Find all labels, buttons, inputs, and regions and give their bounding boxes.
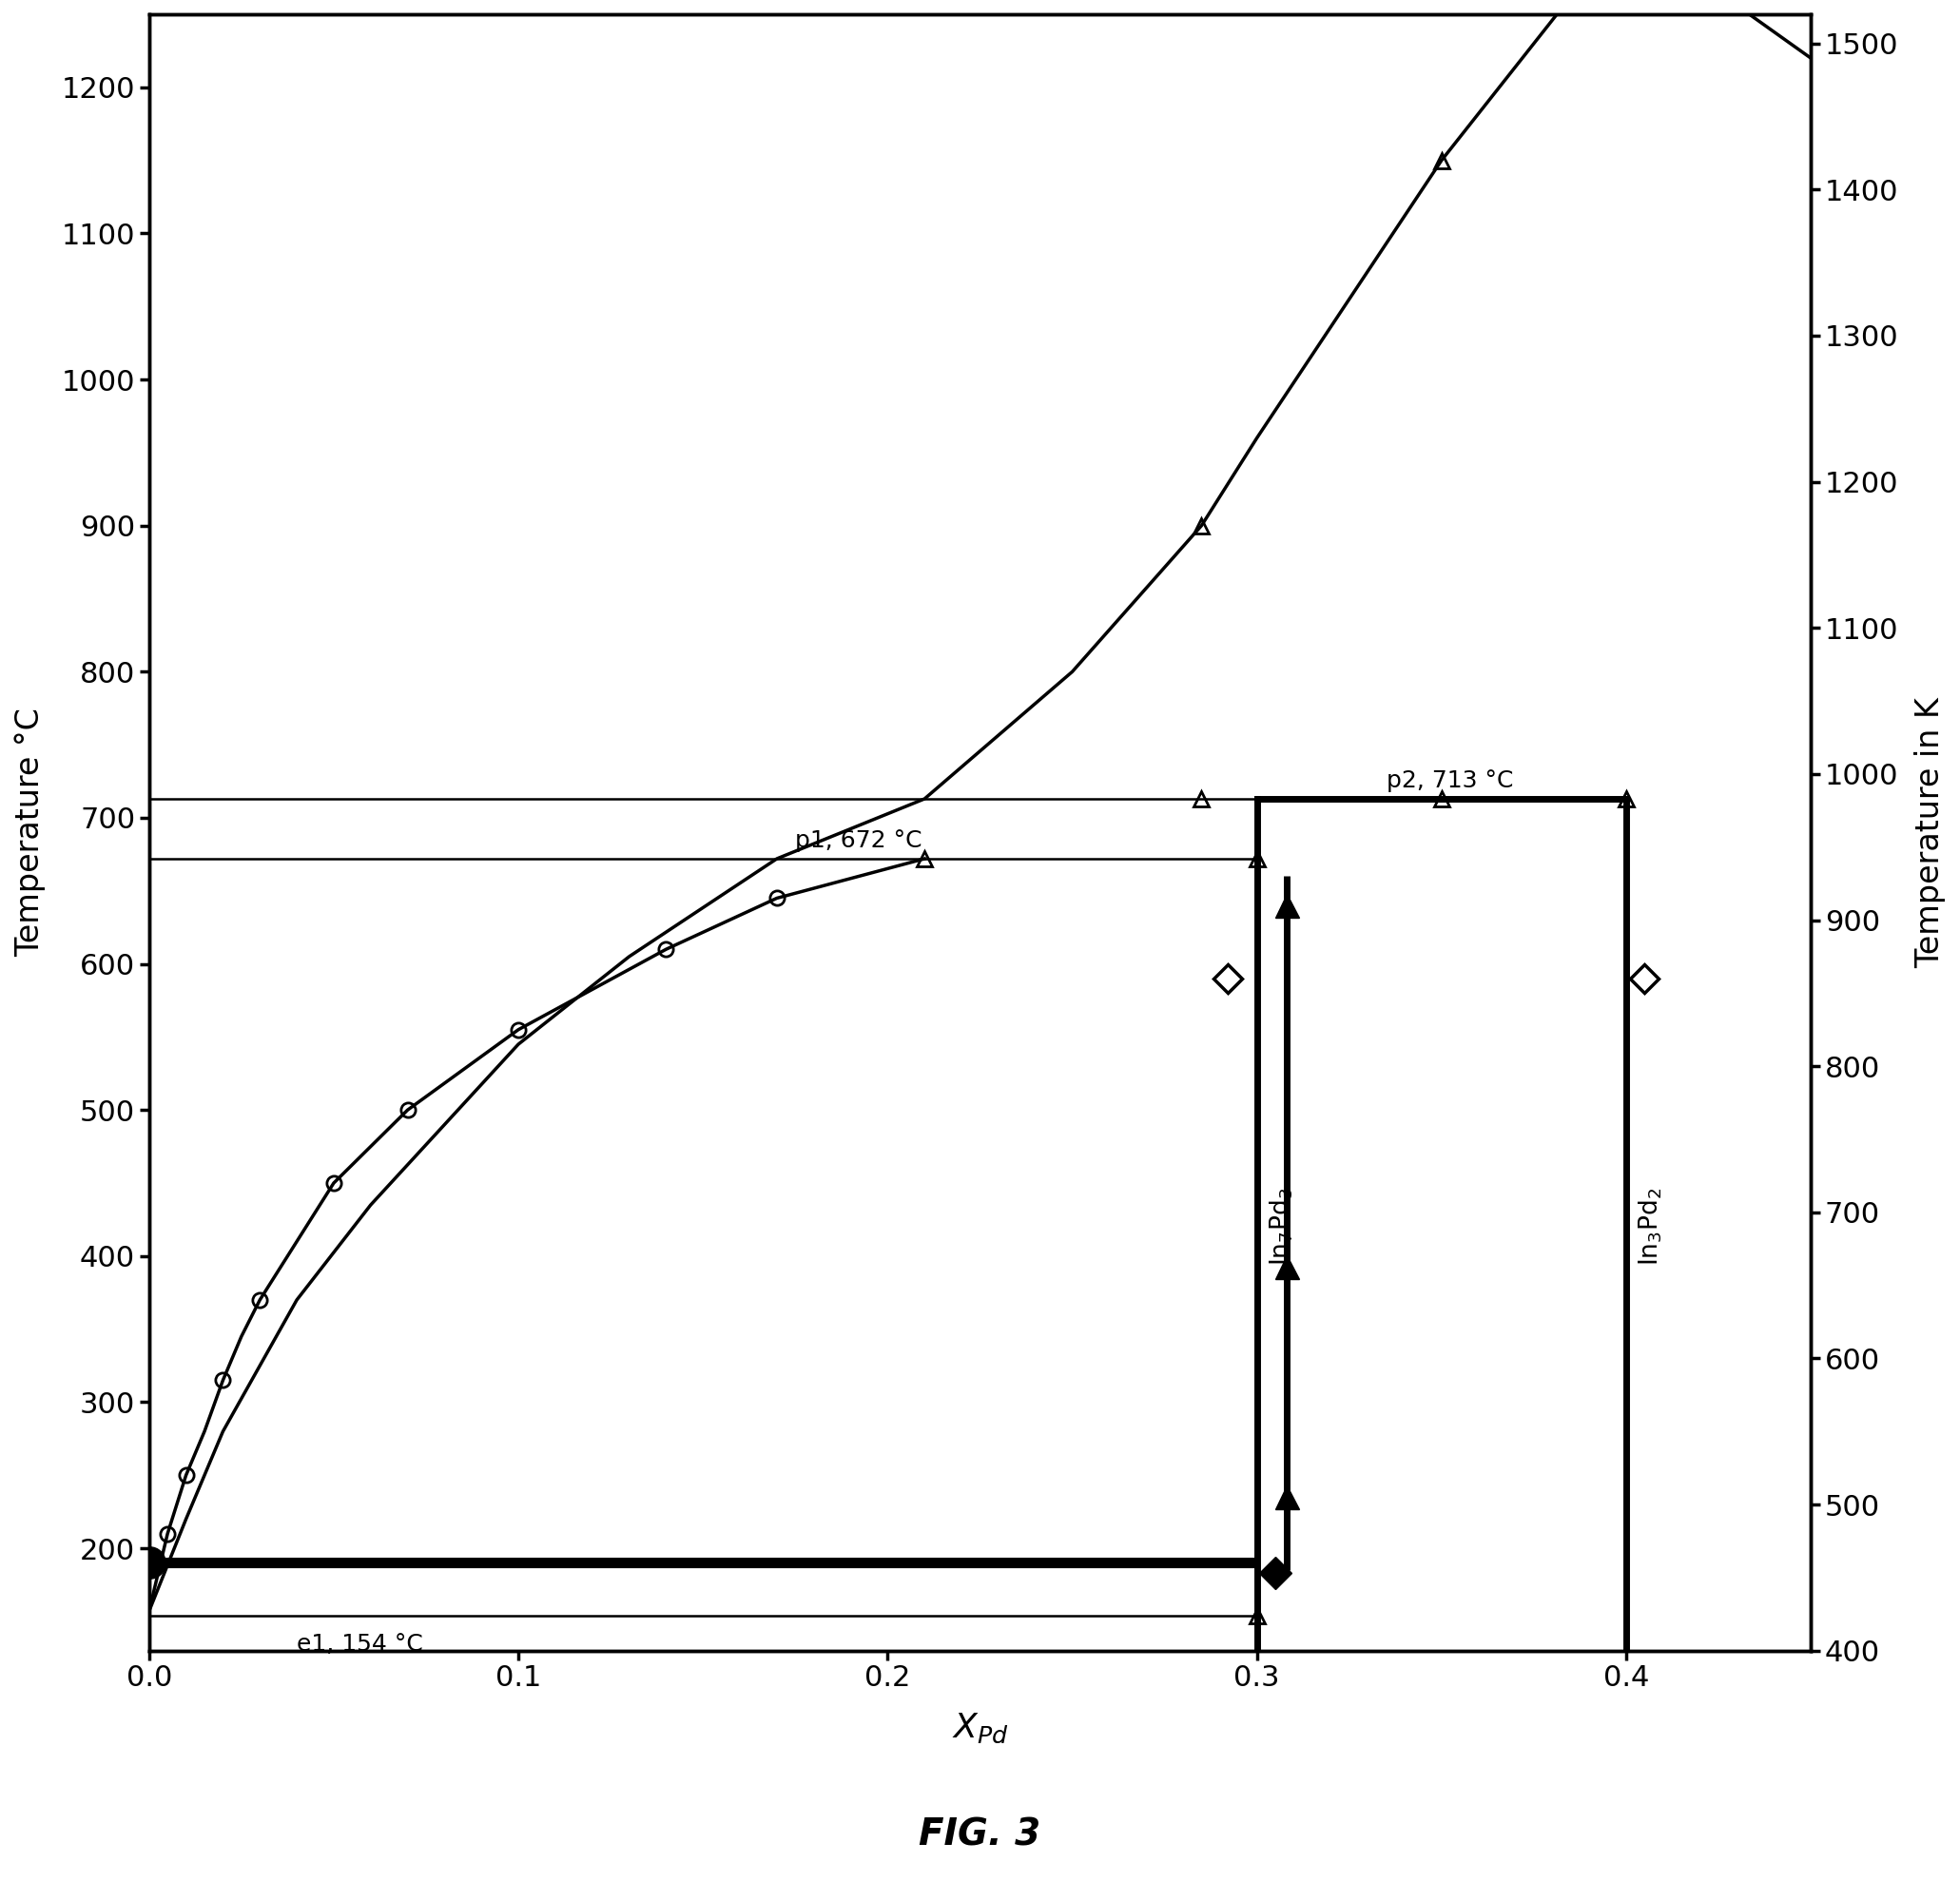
Text: p2, 713 °C: p2, 713 °C (1386, 770, 1513, 792)
Y-axis label: Temperature in K: Temperature in K (1915, 696, 1946, 967)
Text: e1, 154 °C: e1, 154 °C (296, 1632, 423, 1656)
Text: FIG. 3: FIG. 3 (919, 1816, 1041, 1854)
X-axis label: $X_{Pd}$: $X_{Pd}$ (951, 1713, 1007, 1745)
Text: In$_3$Pd$_2$: In$_3$Pd$_2$ (1637, 1188, 1664, 1267)
Y-axis label: Temperature °C: Temperature °C (14, 708, 45, 956)
Text: p1, 672 °C: p1, 672 °C (796, 828, 923, 853)
Text: In$_7$Pd$_3$: In$_7$Pd$_3$ (1268, 1188, 1296, 1267)
